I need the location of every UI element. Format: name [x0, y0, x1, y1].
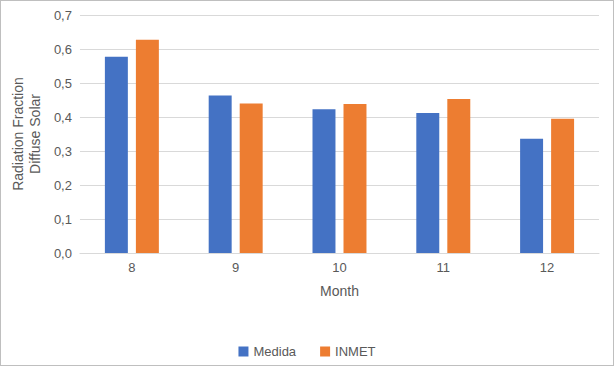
svg-text:INMET: INMET [335, 344, 376, 359]
svg-text:0,0: 0,0 [54, 246, 72, 261]
svg-text:10: 10 [332, 260, 346, 275]
svg-text:Month: Month [320, 283, 359, 299]
svg-text:11: 11 [437, 260, 451, 275]
svg-text:0,3: 0,3 [54, 144, 72, 159]
svg-text:0,1: 0,1 [54, 212, 72, 227]
svg-text:8: 8 [128, 260, 135, 275]
svg-text:9: 9 [232, 260, 239, 275]
svg-text:Diffuse Solar: Diffuse Solar [27, 94, 43, 174]
svg-text:12: 12 [540, 260, 554, 275]
svg-text:0,5: 0,5 [54, 76, 72, 91]
svg-text:0,2: 0,2 [54, 178, 72, 193]
svg-text:Radiation Fraction: Radiation Fraction [10, 77, 26, 191]
svg-text:0,6: 0,6 [54, 42, 72, 57]
svg-text:Medida: Medida [253, 344, 296, 359]
svg-text:0,7: 0,7 [54, 8, 72, 23]
svg-text:0,4: 0,4 [54, 110, 72, 125]
